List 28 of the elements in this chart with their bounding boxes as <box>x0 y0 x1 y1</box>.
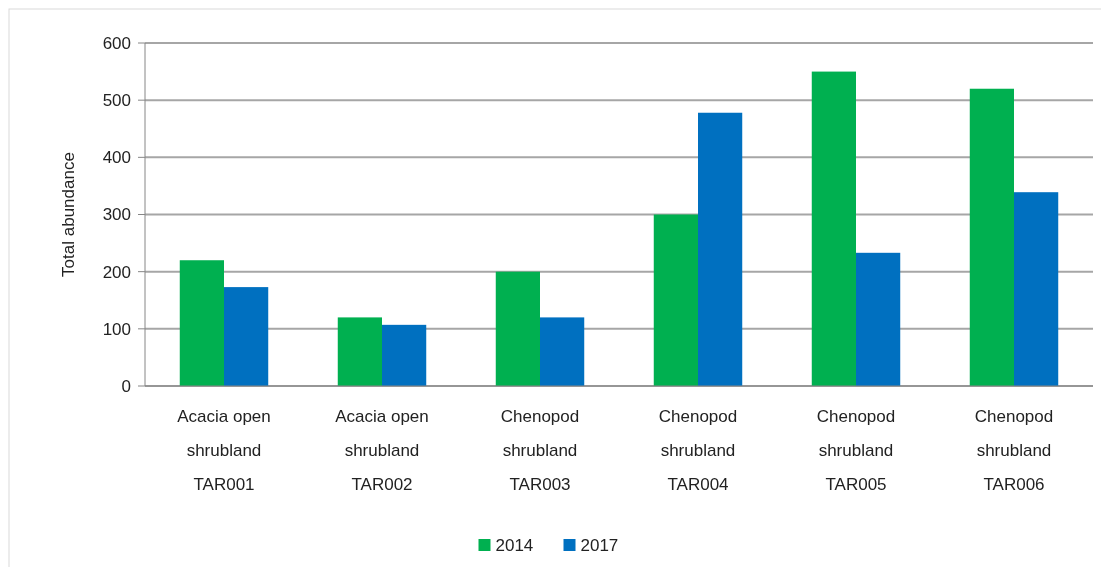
bar <box>1014 192 1059 386</box>
y-tick-label: 100 <box>102 319 131 339</box>
bar <box>811 71 856 386</box>
y-axis-title: Total abundance <box>59 152 78 277</box>
bar <box>179 260 224 386</box>
y-tick-label: 400 <box>102 148 131 168</box>
y-tick-label: 300 <box>102 205 131 225</box>
x-tick-label: Chenopod shrubland TAR006 <box>974 407 1054 494</box>
bar <box>698 112 743 386</box>
y-tick-label: 600 <box>102 33 131 53</box>
bar <box>969 88 1014 386</box>
x-tick-label: Chenopod shrubland TAR003 <box>500 407 580 494</box>
legend-label: 2014 <box>495 535 534 555</box>
bar <box>653 214 698 386</box>
x-tick-label: Chenopod shrubland TAR004 <box>658 407 738 494</box>
x-tick-label: Chenopod shrubland TAR005 <box>816 407 896 494</box>
y-tick-label: 0 <box>121 376 131 396</box>
bar <box>337 317 382 386</box>
y-tick-label: 200 <box>102 262 131 282</box>
y-tick-label: 500 <box>102 91 131 111</box>
bar <box>540 317 585 386</box>
bar <box>495 271 540 386</box>
x-tick-label: Acacia open shrubland TAR001 <box>177 407 271 494</box>
x-tick-label: Acacia open shrubland TAR002 <box>335 407 429 494</box>
bar <box>224 287 269 386</box>
bar <box>382 324 427 386</box>
legend-label: 2017 <box>580 535 619 555</box>
bar <box>856 252 901 386</box>
